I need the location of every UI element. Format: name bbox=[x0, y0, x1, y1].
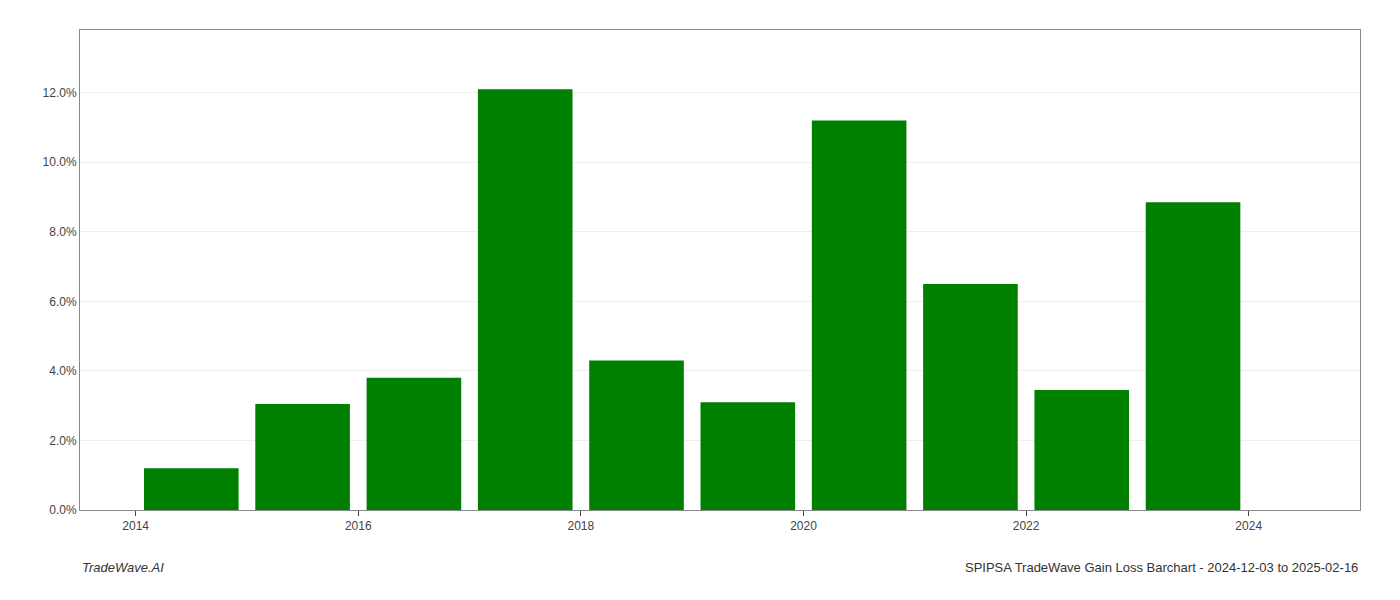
svg-text:SPIPSA TradeWave Gain Loss Bar: SPIPSA TradeWave Gain Loss Barchart - 20… bbox=[965, 560, 1358, 575]
svg-text:4.0%: 4.0% bbox=[49, 364, 77, 378]
svg-text:2016: 2016 bbox=[345, 519, 372, 533]
svg-text:TradeWave.AI: TradeWave.AI bbox=[82, 560, 164, 575]
svg-text:2020: 2020 bbox=[790, 519, 817, 533]
svg-text:2.0%: 2.0% bbox=[49, 434, 77, 448]
svg-text:2022: 2022 bbox=[1013, 519, 1040, 533]
svg-text:10.0%: 10.0% bbox=[43, 155, 77, 169]
svg-text:2014: 2014 bbox=[122, 519, 149, 533]
svg-text:6.0%: 6.0% bbox=[49, 295, 77, 309]
svg-text:2024: 2024 bbox=[1235, 519, 1262, 533]
svg-text:2018: 2018 bbox=[568, 519, 595, 533]
svg-text:12.0%: 12.0% bbox=[43, 86, 77, 100]
svg-text:8.0%: 8.0% bbox=[49, 225, 77, 239]
svg-text:0.0%: 0.0% bbox=[49, 503, 77, 517]
